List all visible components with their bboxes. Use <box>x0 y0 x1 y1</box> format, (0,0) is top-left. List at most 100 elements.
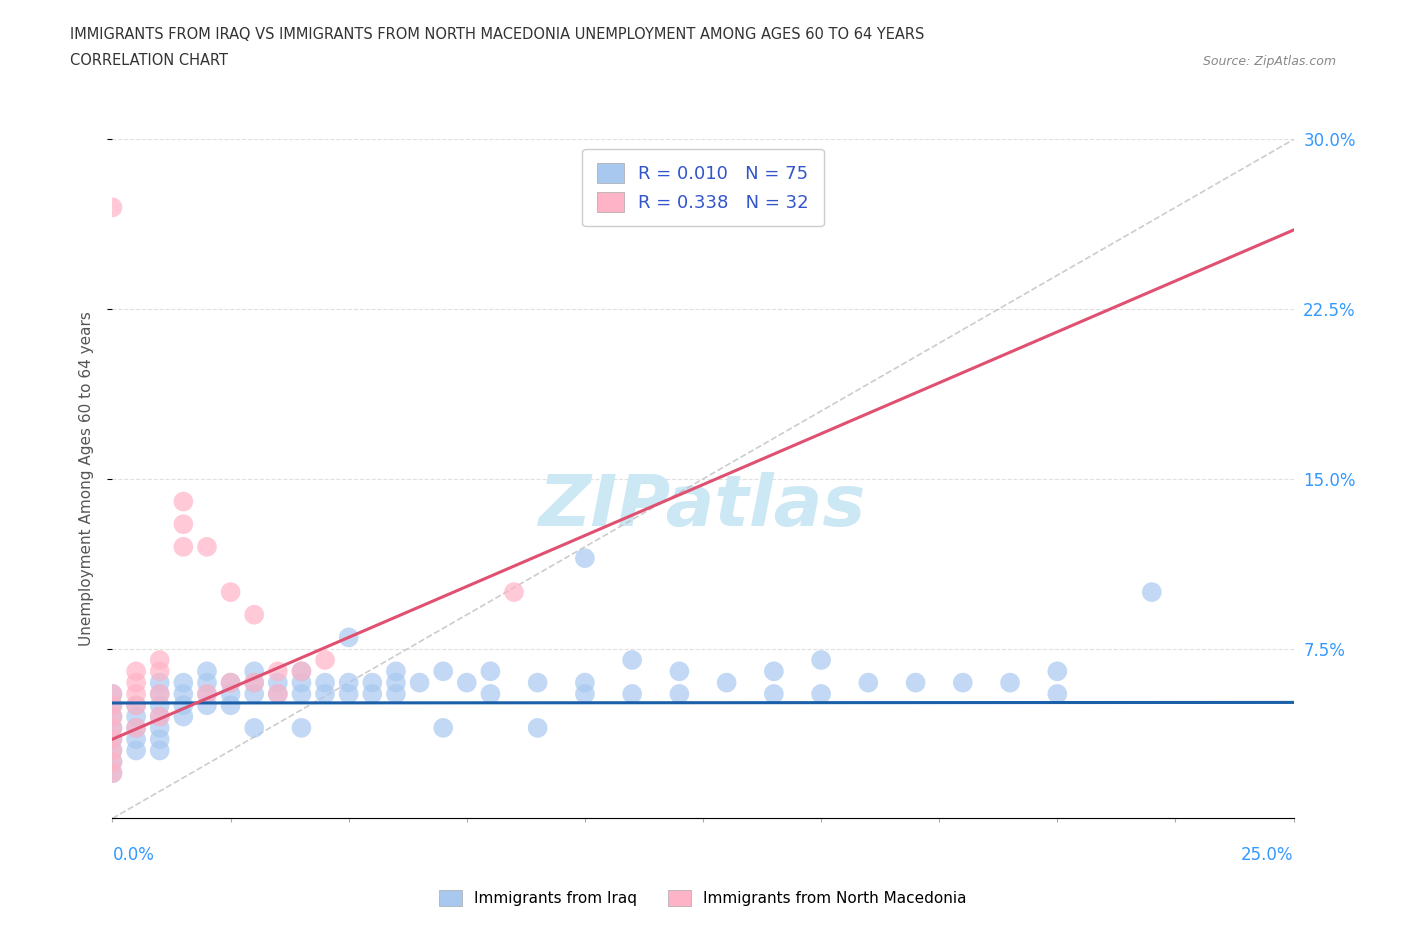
Point <box>172 686 194 701</box>
Point <box>195 539 218 554</box>
Y-axis label: Unemployment Among Ages 60 to 64 years: Unemployment Among Ages 60 to 64 years <box>79 312 94 646</box>
Point <box>290 686 312 701</box>
Point <box>101 765 124 780</box>
Point <box>101 698 124 712</box>
Point <box>998 675 1021 690</box>
Text: 25.0%: 25.0% <box>1241 846 1294 864</box>
Point <box>243 675 266 690</box>
Point <box>762 664 785 679</box>
Point <box>149 653 172 668</box>
Point <box>243 686 266 701</box>
Point <box>149 675 172 690</box>
Point <box>267 686 290 701</box>
Point <box>195 686 218 701</box>
Point <box>149 686 172 701</box>
Point <box>195 675 218 690</box>
Point <box>101 721 124 736</box>
Point <box>125 732 148 747</box>
Point <box>219 686 242 701</box>
Point <box>172 539 194 554</box>
Point <box>172 675 194 690</box>
Point <box>149 698 172 712</box>
Point <box>810 686 832 701</box>
Point <box>503 585 526 600</box>
Point <box>762 686 785 701</box>
Point <box>101 721 124 736</box>
Point <box>337 630 360 644</box>
Point <box>952 675 974 690</box>
Point <box>172 494 194 509</box>
Legend: R = 0.010   N = 75, R = 0.338   N = 32: R = 0.010 N = 75, R = 0.338 N = 32 <box>582 149 824 226</box>
Point <box>149 721 172 736</box>
Point <box>195 698 218 712</box>
Point <box>149 686 172 701</box>
Point <box>432 721 454 736</box>
Point <box>101 754 124 769</box>
Point <box>195 664 218 679</box>
Point <box>1046 664 1069 679</box>
Text: IMMIGRANTS FROM IRAQ VS IMMIGRANTS FROM NORTH MACEDONIA UNEMPLOYMENT AMONG AGES : IMMIGRANTS FROM IRAQ VS IMMIGRANTS FROM … <box>70 27 925 42</box>
Point <box>125 743 148 758</box>
Point <box>456 675 478 690</box>
Point <box>101 743 124 758</box>
Point <box>361 686 384 701</box>
Point <box>101 732 124 747</box>
Point <box>125 698 148 712</box>
Point <box>479 686 502 701</box>
Text: 0.0%: 0.0% <box>112 846 155 864</box>
Point <box>101 686 124 701</box>
Point <box>668 664 690 679</box>
Point <box>172 517 194 532</box>
Point <box>125 698 148 712</box>
Point <box>101 732 124 747</box>
Point <box>149 732 172 747</box>
Point <box>385 664 408 679</box>
Point <box>219 698 242 712</box>
Point <box>101 710 124 724</box>
Text: ZIPatlas: ZIPatlas <box>540 472 866 540</box>
Point <box>219 675 242 690</box>
Point <box>314 653 336 668</box>
Point <box>314 686 336 701</box>
Point <box>101 765 124 780</box>
Point <box>574 686 596 701</box>
Point <box>101 698 124 712</box>
Point <box>195 686 218 701</box>
Point <box>219 585 242 600</box>
Point <box>526 721 548 736</box>
Point <box>290 664 312 679</box>
Point <box>125 710 148 724</box>
Point <box>101 686 124 701</box>
Point <box>243 607 266 622</box>
Point <box>716 675 738 690</box>
Point <box>101 710 124 724</box>
Point <box>904 675 927 690</box>
Point <box>290 721 312 736</box>
Point <box>101 754 124 769</box>
Point <box>243 664 266 679</box>
Point <box>125 686 148 701</box>
Point <box>668 686 690 701</box>
Point <box>1046 686 1069 701</box>
Point <box>219 675 242 690</box>
Point <box>810 653 832 668</box>
Point <box>621 653 644 668</box>
Point <box>337 686 360 701</box>
Point <box>337 675 360 690</box>
Text: Source: ZipAtlas.com: Source: ZipAtlas.com <box>1202 55 1336 68</box>
Point <box>574 551 596 565</box>
Point <box>149 710 172 724</box>
Point <box>125 675 148 690</box>
Point <box>385 675 408 690</box>
Point <box>149 664 172 679</box>
Point <box>101 743 124 758</box>
Point <box>243 721 266 736</box>
Point <box>243 675 266 690</box>
Point <box>361 675 384 690</box>
Point <box>267 675 290 690</box>
Point <box>125 721 148 736</box>
Point <box>408 675 430 690</box>
Point <box>125 664 148 679</box>
Point <box>290 664 312 679</box>
Point <box>1140 585 1163 600</box>
